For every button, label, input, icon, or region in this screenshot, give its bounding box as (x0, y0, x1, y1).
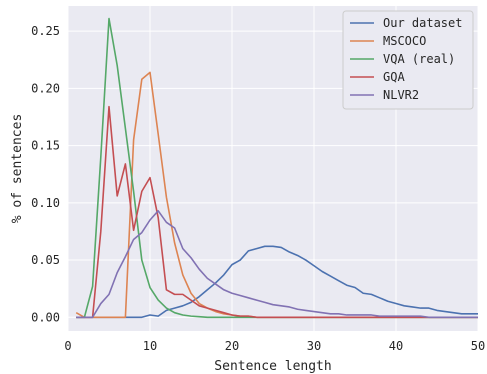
legend-label: NLVR2 (383, 88, 419, 102)
x-tick-label: 0 (64, 339, 71, 353)
x-tick-label: 40 (389, 339, 403, 353)
legend-label: VQA (real) (383, 52, 455, 66)
x-tick-label: 50 (471, 339, 485, 353)
x-axis-ticks: 0 10 20 30 40 50 (64, 339, 485, 353)
x-tick-label: 10 (143, 339, 157, 353)
x-axis-label: Sentence length (214, 359, 331, 374)
y-tick-label: 0.15 (31, 139, 60, 153)
legend: Our dataset MSCOCO VQA (real) GQA NLVR2 (342, 10, 474, 110)
legend-label: MSCOCO (383, 34, 426, 48)
series-line-0 (76, 245, 478, 319)
y-tick-label: 0.25 (31, 24, 60, 38)
y-tick-label: 0.00 (31, 310, 60, 324)
legend-box (342, 10, 474, 110)
series-layer (75, 17, 478, 319)
series-line-3 (76, 105, 478, 319)
y-axis-label: % of sentences (10, 114, 25, 224)
series-line-4 (76, 210, 478, 319)
legend-label: Our dataset (383, 16, 462, 30)
x-tick-label: 30 (307, 339, 321, 353)
y-axis-ticks: 0.00 0.05 0.10 0.15 0.20 0.25 (31, 24, 60, 324)
y-tick-label: 0.10 (31, 196, 60, 210)
y-tick-label: 0.05 (31, 253, 60, 267)
legend-label: GQA (383, 70, 405, 84)
y-tick-label: 0.20 (31, 81, 60, 95)
x-tick-label: 20 (225, 339, 239, 353)
